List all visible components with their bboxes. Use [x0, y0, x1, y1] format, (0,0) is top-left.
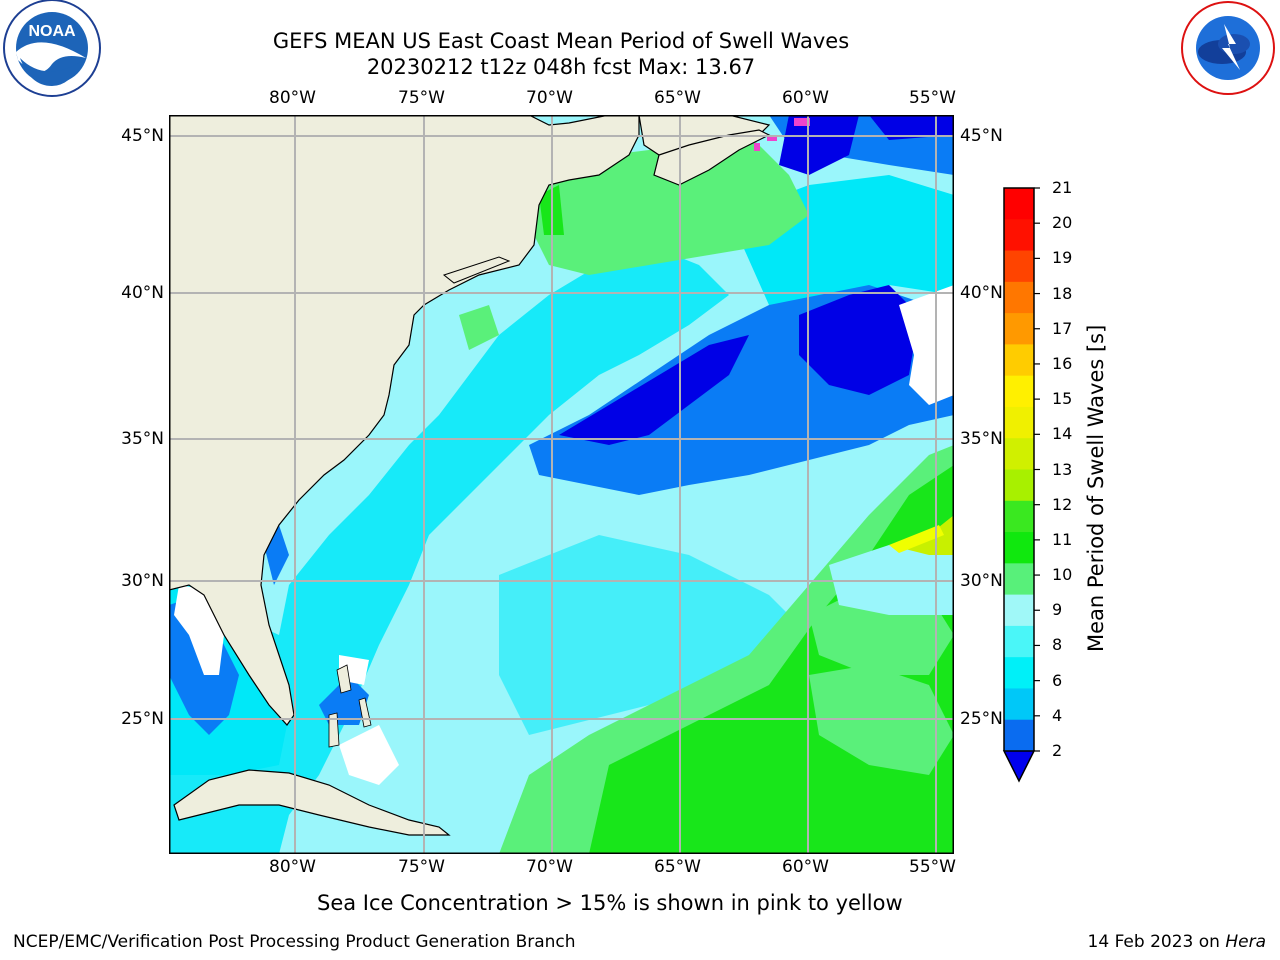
colorbar-tick-label: 15 [1052, 389, 1073, 409]
chart-title: GEFS MEAN US East Coast Mean Period of S… [272, 29, 850, 53]
bahamas-blue [319, 675, 369, 725]
colorbar-tick-label: 9 [1052, 600, 1063, 620]
footer-date: 14 Feb 2023 on Hera [1088, 932, 1266, 952]
lon-label-bottom: 75°W [398, 857, 445, 877]
map-frame [169, 115, 954, 854]
sea-ice-note: Sea Ice Concentration > 15% is shown in … [317, 891, 903, 915]
lon-label-top: 65°W [654, 88, 701, 108]
lon-label-top: 55°W [909, 88, 956, 108]
sea-ice-spot-2 [767, 135, 777, 141]
colorbar-segment [1004, 375, 1034, 408]
lon-label-bottom: 80°W [269, 857, 316, 877]
colorbar-tick-label: 6 [1052, 670, 1063, 690]
lon-label-top: 75°W [398, 88, 445, 108]
colorbar-segment [1004, 438, 1034, 470]
colorbar-tick-label: 20 [1052, 213, 1073, 233]
colorbar-segment [1004, 625, 1034, 658]
lat-label-left: 30°N [121, 571, 164, 591]
colorbar-extend-arrow [1002, 750, 1036, 783]
sea-ice-spot-1 [794, 118, 810, 126]
colorbar-tick-label: 13 [1052, 459, 1073, 479]
colorbar-tick-label: 19 [1052, 248, 1073, 268]
footer-machine: Hera [1225, 932, 1266, 952]
noaa-logo-text: NOAA [28, 23, 76, 40]
colorbar-tick-label: 14 [1052, 424, 1073, 444]
yellow-green-streak [889, 525, 944, 553]
lon-label-bottom: 70°W [526, 857, 573, 877]
colorbar-tick-label: 21 [1052, 178, 1073, 197]
colorbar-tick-label: 18 [1052, 283, 1073, 303]
swell-period-map [169, 115, 954, 854]
lat-label-right: 25°N [960, 709, 1003, 729]
land-bahamas-andros [328, 712, 340, 748]
colorbar-segment [1004, 219, 1034, 252]
nws-logo [1181, 1, 1275, 95]
land-nova-scotia [653, 129, 771, 186]
colorbar-segment [1004, 250, 1034, 283]
colorbar-segment [1004, 532, 1034, 564]
colorbar-segment [1004, 281, 1034, 314]
chart-subtitle: 20230212 t12z 048h fcst Max: 13.67 [366, 55, 756, 79]
lat-label-left: 25°N [121, 709, 164, 729]
lon-label-top: 70°W [526, 88, 573, 108]
lat-label-right: 30°N [960, 571, 1003, 591]
cyan-coastal-field [169, 245, 729, 854]
lat-label-right: 45°N [960, 126, 1003, 146]
colorbar-tick-label: 8 [1052, 635, 1063, 655]
dark-blue-northeast [779, 115, 859, 175]
land-cuba [173, 769, 451, 836]
colorbar-segment [1004, 719, 1034, 752]
cyan-southeast-field [499, 535, 809, 735]
colorbar-tick-label: 17 [1052, 318, 1073, 338]
bahamas-no-data [339, 725, 399, 785]
grid-lines [169, 115, 954, 854]
no-data-east [899, 285, 954, 405]
colorbar-segment [1004, 188, 1034, 220]
colorbar-segment [1004, 406, 1034, 439]
colorbar-title: Mean Period of Swell Waves [s] [1084, 324, 1108, 652]
lat-label-right: 40°N [960, 283, 1003, 303]
lon-label-bottom: 65°W [654, 857, 701, 877]
colorbar-segment [1004, 657, 1034, 689]
colorbar-segment [1004, 344, 1034, 377]
colorbar-tick-label: 16 [1052, 353, 1073, 373]
colorbar [1002, 187, 1040, 783]
lat-label-right: 35°N [960, 429, 1003, 449]
land-long-island [442, 256, 511, 284]
colorbar-segment [1004, 688, 1034, 721]
colorbar-segment [1004, 594, 1034, 627]
lon-label-bottom: 60°W [782, 857, 829, 877]
colorbar-segment [1004, 313, 1034, 345]
colorbar-tick-label: 12 [1052, 494, 1073, 514]
colorbar-tick-label: 11 [1052, 529, 1073, 549]
dark-blue-core-east [799, 285, 919, 395]
lon-label-top: 60°W [782, 88, 829, 108]
lon-label-bottom: 55°W [909, 857, 956, 877]
sea-ice-spot-3 [754, 143, 760, 151]
colorbar-tick-label: 2 [1052, 741, 1063, 760]
footer-credit: NCEP/EMC/Verification Post Processing Pr… [13, 932, 576, 952]
colorbar-tick-label: 4 [1052, 705, 1063, 725]
lat-label-left: 35°N [121, 429, 164, 449]
colorbar-tick-label: 10 [1052, 565, 1073, 585]
dark-blue-northeast-2 [869, 115, 954, 140]
colorbar-segment [1004, 500, 1034, 533]
lon-label-top: 80°W [269, 88, 316, 108]
footer-date-text: 14 Feb 2023 on [1087, 932, 1226, 952]
land-bahamas-abaco [336, 664, 352, 694]
lat-label-left: 40°N [121, 283, 164, 303]
lat-label-left: 45°N [121, 126, 164, 146]
noaa-logo: NOAA [3, 0, 101, 97]
green-small-patch [459, 305, 499, 350]
colorbar-segment [1004, 469, 1034, 502]
dark-blue-core-west [559, 335, 749, 445]
colorbar-segment [1004, 563, 1034, 596]
